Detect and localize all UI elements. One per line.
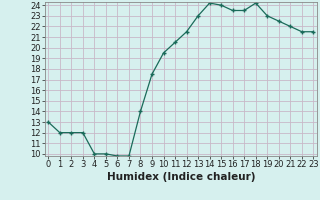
X-axis label: Humidex (Indice chaleur): Humidex (Indice chaleur): [107, 172, 255, 182]
